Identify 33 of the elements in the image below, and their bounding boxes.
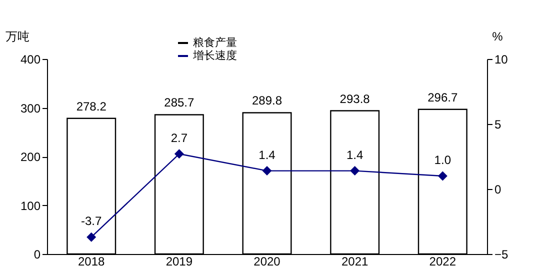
y2-tick-label: 5 <box>494 118 502 132</box>
data-label: 293.8 <box>340 92 370 106</box>
y-tick-label: 200 <box>20 150 41 164</box>
data-label: 285.7 <box>164 96 195 110</box>
point <box>350 166 360 176</box>
x-tick-label: 2019 <box>166 254 193 268</box>
point <box>438 171 448 181</box>
y-tick-label: 100 <box>20 198 41 213</box>
y2-tick-label: 10 <box>494 52 508 66</box>
legend-label: 粮食产量 <box>193 36 237 49</box>
point <box>262 166 272 176</box>
data-label: 289.8 <box>252 94 282 108</box>
y2-tick-label: −5 <box>494 248 509 262</box>
data-label: 1.4 <box>258 148 276 162</box>
data-label: 2.7 <box>170 130 188 145</box>
y-tick-label: 300 <box>20 101 41 116</box>
point <box>86 232 96 242</box>
x-tick-label: 2018 <box>78 254 106 268</box>
y-tick-label: 400 <box>20 52 41 66</box>
x-tick-label: 2020 <box>254 254 281 268</box>
y2-axis-title: % <box>492 30 504 44</box>
legend-label: 增长速度 <box>192 49 237 62</box>
data-label: 278.2 <box>76 99 107 114</box>
y-tick-label: 0 <box>34 248 41 262</box>
y-axis-title: 万吨 <box>6 30 30 44</box>
data-label: 1.4 <box>346 148 364 162</box>
x-tick-label: 2021 <box>341 254 368 268</box>
x-tick-label: 2022 <box>429 254 456 268</box>
y2-tick-label: 0 <box>494 182 502 196</box>
point <box>174 149 184 159</box>
data-label: 1.0 <box>434 153 452 167</box>
data-label: 296.7 <box>428 90 458 104</box>
data-label: -3.7 <box>81 214 102 228</box>
